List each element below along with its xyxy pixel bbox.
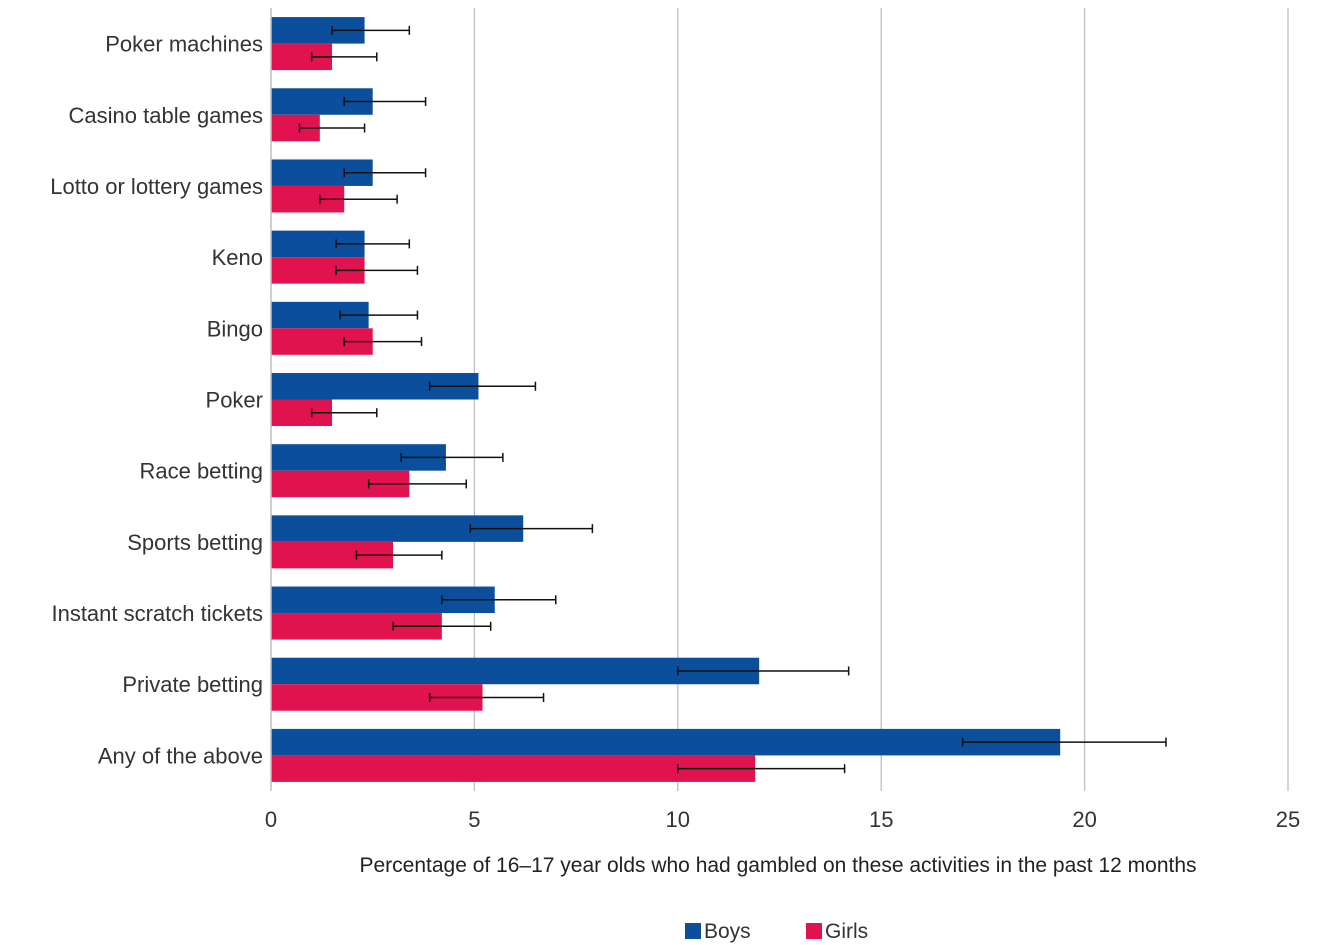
x-tick-label: 15 xyxy=(869,807,893,832)
x-tick-labels: 0 5 10 15 20 25 xyxy=(265,807,1300,832)
x-tick-label: 25 xyxy=(1276,807,1300,832)
legend-label-boys: Boys xyxy=(704,920,751,943)
category-label: Casino table games xyxy=(69,103,263,128)
category-label: Sports betting xyxy=(127,530,263,555)
category-label: Keno xyxy=(212,245,263,270)
x-tick-label: 10 xyxy=(666,807,690,832)
legend-swatch-girls xyxy=(806,923,822,939)
legend-swatch-boys xyxy=(685,923,701,939)
category-label: Poker xyxy=(206,388,263,413)
legend-label-girls: Girls xyxy=(825,920,868,943)
bars xyxy=(271,17,1061,782)
error-bars xyxy=(298,25,1167,774)
category-labels: Poker machines Casino table games Lotto or… xyxy=(50,32,263,769)
x-axis-title: Percentage of 16–17 year olds who had ga… xyxy=(359,854,1196,877)
category-label: Private betting xyxy=(122,672,263,697)
x-tick-label: 0 xyxy=(265,807,277,832)
category-label: Bingo xyxy=(207,316,263,341)
bar-girls xyxy=(271,755,756,782)
category-label: Any of the above xyxy=(98,743,263,768)
category-label: Race betting xyxy=(139,459,263,484)
x-tick-label: 5 xyxy=(468,807,480,832)
x-tick-label: 20 xyxy=(1072,807,1096,832)
category-label: Lotto or lottery games xyxy=(50,174,263,199)
legend: Boys Girls xyxy=(685,920,868,943)
category-label: Instant scratch tickets xyxy=(51,601,263,626)
category-label: Poker machines xyxy=(105,32,263,57)
bar-boys xyxy=(271,728,1061,756)
